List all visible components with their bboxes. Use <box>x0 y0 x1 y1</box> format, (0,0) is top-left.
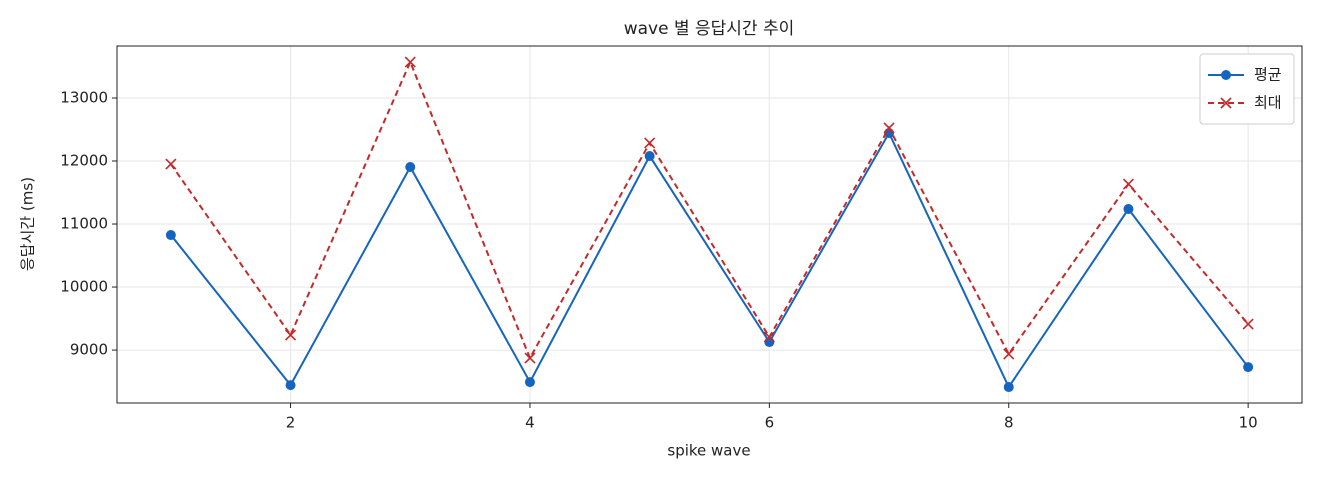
data-point <box>404 56 416 68</box>
x-tick-label: 10 <box>1239 414 1258 432</box>
data-point <box>165 230 176 241</box>
data-point <box>644 151 655 162</box>
series-line <box>170 59 1249 361</box>
data-point <box>1003 348 1015 360</box>
legend-label: 평균 <box>1254 66 1282 84</box>
y-tick-label: 9000 <box>70 341 108 359</box>
data-point <box>285 380 296 391</box>
y-tick-label: 12000 <box>60 152 108 170</box>
data-point <box>524 377 535 388</box>
data-point <box>883 122 895 134</box>
legend-marker <box>1220 97 1232 109</box>
data-point <box>763 331 775 343</box>
data-point <box>1243 362 1254 373</box>
y-tick-label: 10000 <box>60 278 108 296</box>
y-tick-label: 13000 <box>60 88 108 106</box>
legend-marker <box>1221 70 1231 80</box>
data-point <box>1122 178 1135 190</box>
plot-frame <box>116 45 1303 404</box>
x-tick-label: 4 <box>525 414 535 432</box>
x-tick-label: 6 <box>765 414 775 432</box>
x-axis-label: spike wave <box>667 442 750 460</box>
chart-title: wave 별 응답시간 추이 <box>624 19 795 39</box>
data-point <box>1242 318 1254 330</box>
legend-label: 최대 <box>1254 94 1282 112</box>
x-tick-label: 8 <box>1004 414 1014 432</box>
data-point <box>284 329 297 341</box>
data-point <box>524 352 536 364</box>
legend-box <box>1199 53 1295 125</box>
y-axis-label: 응답시간 (ms) <box>19 177 37 271</box>
data-point <box>1003 382 1014 393</box>
x-tick-label: 2 <box>286 414 296 432</box>
data-point <box>165 158 177 170</box>
series-line <box>170 130 1249 390</box>
y-tick-label: 11000 <box>60 215 108 233</box>
data-point <box>644 137 656 149</box>
data-point <box>1123 204 1134 215</box>
data-point <box>405 161 416 172</box>
